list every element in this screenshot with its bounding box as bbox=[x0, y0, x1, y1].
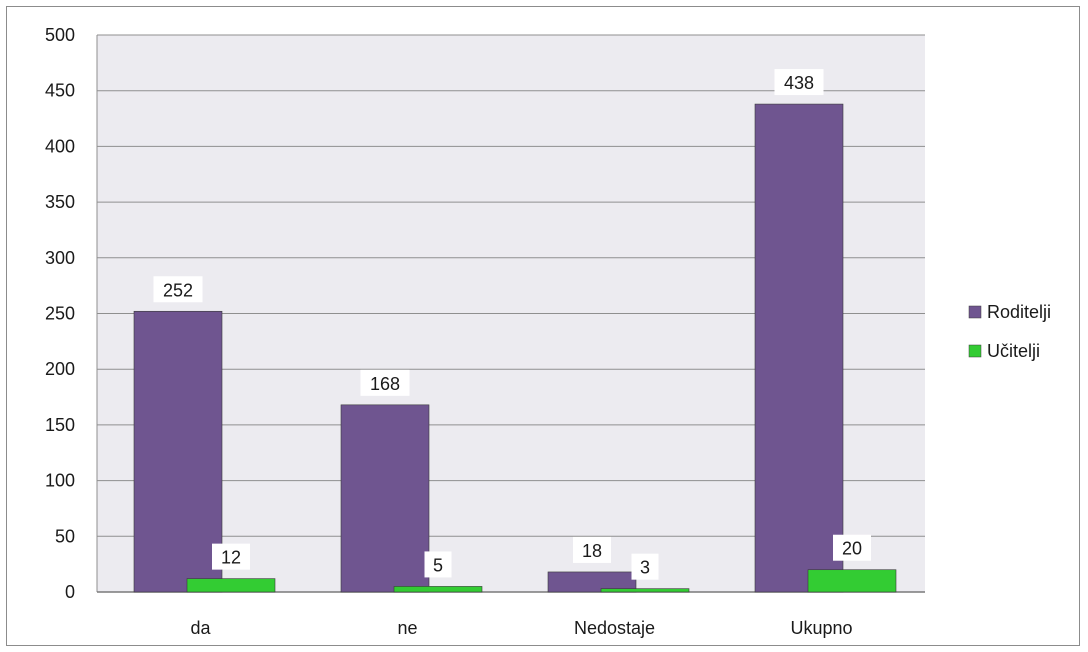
bar-učitelji-ne bbox=[393, 586, 483, 593]
legend-swatch-roditelji bbox=[968, 305, 982, 319]
y-axis-ticks: 0 50 100 150 200 250 300 350 400 450 500 bbox=[45, 25, 75, 602]
bar-roditelji-ukupno bbox=[754, 103, 844, 593]
y-tick-label: 300 bbox=[45, 248, 75, 268]
y-tick-label: 150 bbox=[45, 415, 75, 435]
y-tick-label: 400 bbox=[45, 136, 75, 156]
y-tick-label: 250 bbox=[45, 304, 75, 324]
data-label-box bbox=[212, 543, 250, 570]
bar-roditelji-ne bbox=[340, 404, 430, 593]
y-tick-label: 0 bbox=[65, 582, 75, 602]
data-label-box bbox=[573, 536, 611, 563]
x-tick-label: da bbox=[190, 618, 211, 638]
legend-label: Roditelji bbox=[987, 302, 1051, 322]
legend: Roditelji Učitelji bbox=[968, 302, 1051, 361]
data-label: 252 bbox=[163, 280, 193, 300]
data-label-box bbox=[631, 553, 659, 580]
data-label: 20 bbox=[842, 539, 862, 559]
data-label-box bbox=[360, 369, 410, 396]
x-tick-label: Nedostaje bbox=[574, 618, 655, 638]
data-label: 5 bbox=[433, 555, 443, 575]
x-tick-label: ne bbox=[397, 618, 417, 638]
data-label: 3 bbox=[640, 558, 650, 578]
bar-roditelji-da bbox=[133, 310, 223, 593]
data-label: 438 bbox=[784, 73, 814, 93]
y-tick-label: 350 bbox=[45, 192, 75, 212]
data-labels: 252 12 168 5 18 3 438 20 bbox=[153, 69, 871, 580]
x-axis-ticks: da ne Nedostaje Ukupno bbox=[190, 618, 852, 638]
data-label: 168 bbox=[370, 374, 400, 394]
y-tick-label: 100 bbox=[45, 471, 75, 491]
data-label-box bbox=[833, 534, 871, 561]
legend-swatch-učitelji bbox=[968, 344, 982, 358]
bars bbox=[133, 103, 897, 593]
data-label: 12 bbox=[221, 548, 241, 568]
y-tick-label: 500 bbox=[45, 25, 75, 45]
data-label-box bbox=[153, 276, 203, 303]
data-label-box bbox=[774, 69, 824, 96]
y-tick-label: 200 bbox=[45, 359, 75, 379]
bar-roditelji-nedostaje bbox=[547, 571, 637, 593]
y-tick-label: 450 bbox=[45, 81, 75, 101]
data-label: 18 bbox=[582, 541, 602, 561]
bar-učitelji-ukupno bbox=[807, 569, 897, 593]
legend-label: Učitelji bbox=[987, 341, 1040, 361]
bar-učitelji-da bbox=[186, 578, 276, 593]
x-tick-label: Ukupno bbox=[790, 618, 852, 638]
data-label-box bbox=[424, 551, 452, 578]
bar-učitelji-nedostaje bbox=[600, 588, 690, 593]
y-tick-label: 50 bbox=[55, 526, 75, 546]
